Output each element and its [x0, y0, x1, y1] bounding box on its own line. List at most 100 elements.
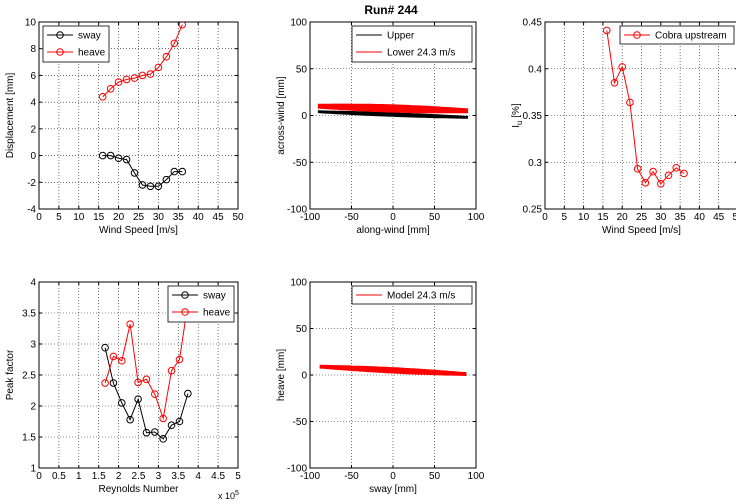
tick-label-x: 40: [694, 212, 706, 223]
legend-label-Cobra upstream: Cobra upstream: [655, 31, 727, 42]
legend-box: [619, 25, 735, 45]
y-axis-label: Iu [%]: [511, 103, 524, 128]
data-point-sway: [175, 417, 184, 426]
legend-box: [42, 25, 110, 63]
tick-label-x: -100: [300, 212, 320, 223]
data-point-Cobra upstream: [618, 63, 627, 71]
tick-label-x: 2.5: [132, 471, 146, 482]
data-point-sway: [101, 343, 109, 352]
tick-label-x: 5: [56, 212, 62, 223]
data-point-heave: [117, 356, 126, 365]
tick-label-y: 0: [301, 371, 307, 382]
y-axis-label-sub: u: [515, 121, 524, 125]
legend: Upper Lower 24.3 m/s: [351, 25, 473, 63]
data-point-heave: [151, 390, 159, 399]
chart-model: -100 -50 0 50 100 -100 -50 0 50 100 sway [mm] heave…: [276, 278, 485, 496]
tick-label-x: 30: [655, 212, 667, 223]
tick-label-x: 2: [116, 471, 122, 482]
tick-label-y: 4: [30, 98, 36, 109]
data-point-Cobra upstream: [672, 164, 681, 172]
tick-label-x: -50: [344, 212, 359, 223]
x-axis-label: Wind Speed [m/s]: [99, 225, 178, 236]
tick-label-y: 0.45: [523, 18, 543, 29]
tick-label-x: 35: [675, 212, 687, 223]
chart-iu: 0 5 10 15 20 25 30 35 40 45 50 0.25 0.3 0.35 0.4 0.45 Wi…: [511, 18, 736, 236]
legend-label-Upper: Upper: [387, 31, 415, 42]
x-axis-label: along-wind [mm]: [356, 225, 430, 236]
tick-label-x: 25: [133, 212, 145, 223]
data-point-sway: [154, 182, 163, 191]
tick-label-x: 0: [36, 471, 42, 482]
data-point-sway: [162, 175, 171, 184]
data-point-heave: [162, 52, 171, 61]
x-axis-label: sway [mm]: [369, 484, 417, 495]
legend-label-heave: heave: [78, 48, 106, 59]
tick-label-x: 5: [235, 471, 241, 482]
x-axis-label: Wind Speed [m/s]: [602, 225, 681, 236]
tick-label-x: 0: [542, 212, 548, 223]
data-point-heave: [106, 84, 115, 93]
tick-label-y: 100: [290, 18, 307, 29]
tick-label-y: 6: [30, 71, 36, 82]
legend-box: [351, 25, 473, 63]
data-point-Cobra upstream: [657, 179, 665, 188]
data-point-Cobra upstream: [680, 169, 688, 178]
data-point-sway: [130, 169, 139, 177]
tick-label-y: 2: [30, 402, 36, 413]
data-point-sway: [106, 151, 115, 160]
tick-label-x: 100: [468, 471, 485, 482]
tick-label-y: -50: [293, 417, 308, 428]
chart-disp: 0 5 10 15 20 25 30 35 40 45 50 -4 -2 0 2 4 6 8 10 Wind Spee…: [5, 18, 244, 237]
tick-label-x: 25: [636, 212, 648, 223]
legend-marker-sway: [56, 31, 64, 39]
data-point-sway: [109, 379, 118, 387]
data-point-heave: [134, 378, 142, 387]
data-point-heave: [142, 375, 151, 384]
data-point-heave: [122, 75, 131, 84]
tick-label-y: -2: [27, 178, 36, 189]
tick-label-x: 45: [713, 212, 725, 223]
y-axis-label: heave [mm]: [276, 349, 287, 401]
series-layer: [98, 22, 187, 191]
tick-label-x: 35: [173, 212, 185, 223]
data-point-sway: [178, 167, 187, 176]
tick-label-y: 4: [30, 278, 36, 289]
tick-label-y: -50: [293, 158, 308, 169]
tick-label-x: 5: [562, 212, 568, 223]
x-axis-multiplier: x 105: [218, 490, 239, 501]
data-point-heave: [146, 70, 155, 78]
figure-title: Run# 244: [364, 3, 418, 17]
tick-label-x: 0: [390, 471, 396, 482]
tick-label-x: 50: [732, 212, 736, 223]
data-point-heave: [138, 71, 147, 80]
tick-label-x: 1: [76, 471, 82, 482]
y-axis-label: across-wind [mm]: [276, 76, 287, 155]
data-point-Cobra upstream: [626, 98, 634, 107]
tick-label-y: 100: [290, 278, 307, 289]
data-point-heave: [170, 39, 179, 48]
series-layer: [319, 364, 467, 377]
data-point-heave: [109, 352, 118, 361]
y-axis-label-unit: [%]: [511, 103, 522, 120]
tick-label-y: 0.35: [523, 111, 543, 122]
tick-label-x: 3.5: [171, 471, 185, 482]
data-point-heave: [178, 22, 187, 29]
data-point-heave: [159, 414, 167, 423]
tick-label-x: 4: [195, 471, 201, 482]
tick-label-y: 2.5: [22, 371, 36, 382]
legend-marker-heave: [181, 308, 189, 316]
tick-label-y: 50: [296, 64, 308, 75]
x-multiplier-exponent: 5: [235, 490, 239, 497]
data-point-heave: [175, 355, 184, 364]
data-point-sway: [98, 151, 107, 160]
y-axis-label: Displacement [mm]: [5, 72, 16, 158]
legend-marker-heave: [56, 48, 64, 56]
data-point-heave: [101, 379, 109, 387]
y-axis-label-main: I: [511, 125, 522, 128]
tick-label-y: -100: [287, 464, 307, 475]
data-point-sway: [114, 154, 123, 163]
x-multiplier-base: x 10: [218, 491, 235, 501]
tick-label-x: 0: [390, 212, 396, 223]
tick-label-x: 50: [232, 212, 244, 223]
